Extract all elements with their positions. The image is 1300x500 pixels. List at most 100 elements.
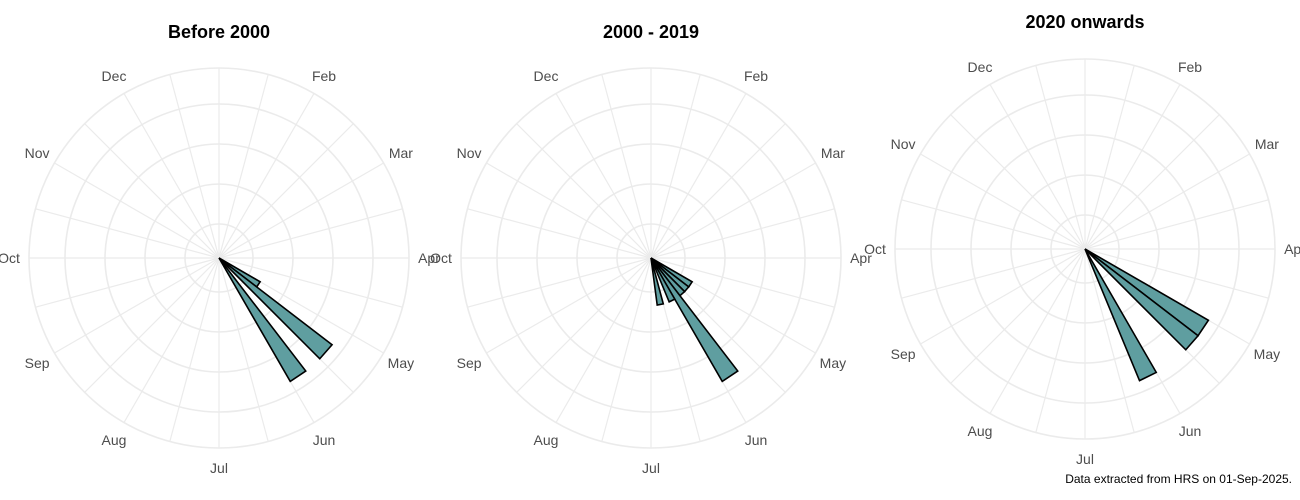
bar-may-4 [218,257,334,360]
grid-spoke [920,153,1086,250]
grid-spoke [123,93,220,259]
grid-spoke [650,257,835,308]
grid-spoke [169,74,220,259]
month-label-jul: Jul [1076,451,1094,467]
grid-ring [576,183,726,333]
grid-spoke [54,257,220,354]
bar-jun-3 [1084,248,1158,382]
grid-spoke [169,257,220,442]
grid-spoke [901,199,1086,250]
month-label-dec: Dec [102,68,127,84]
grid-spoke [218,93,315,259]
month-label-dec: Dec [534,68,559,84]
polar-panel-1: Feb Mar Apr May Jun Jul Aug Sep Oct Nov Dec Before … [0,22,440,476]
bar-jun-2 [650,257,739,383]
grid-spoke [1035,248,1086,433]
month-label-nov: Nov [457,145,482,161]
month-label-sep: Sep [891,346,916,362]
grid-spoke [1084,248,1135,433]
polar-panel-2: Feb Mar Apr May Jun Jul Aug Sep Oct Nov Dec 2000 - … [430,22,872,476]
month-label-aug: Aug [968,423,993,439]
grid-spoke [1084,248,1269,299]
grid-spoke [989,84,1086,250]
data-source-caption: Data extracted from HRS on 01-Sep-2025. [1065,472,1292,486]
grid-spoke [54,162,220,259]
grid-spoke [1084,65,1135,250]
grid-spoke [486,257,652,354]
grid-spoke [35,208,220,259]
grid-spoke [516,123,652,259]
grid-spoke [920,248,1086,345]
grid-spoke [218,123,354,259]
grid-spoke [218,257,269,442]
month-label-oct: Oct [430,250,452,266]
month-label-jul: Jul [210,460,228,476]
grid-ring [1050,214,1120,284]
grid-spoke [123,257,220,423]
grid-ring [930,94,1240,404]
month-label-feb: Feb [1178,59,1202,75]
grid-spoke [1084,114,1220,250]
month-label-mar: Mar [821,145,845,161]
grid-spoke [650,74,701,259]
grid-spoke [218,74,269,259]
grid-ring [536,143,766,373]
grid-spoke [35,257,220,308]
grid-spoke [218,208,403,259]
grid-spoke [1084,84,1181,250]
month-label-jul: Jul [642,460,660,476]
grid-spoke [1084,199,1269,250]
bar-jul-1 [650,257,665,307]
grid-ring [104,143,334,373]
grid-ring [460,67,842,449]
grid-spoke [601,257,652,442]
month-label-apr: Apr [850,250,872,266]
grid-spoke [555,93,652,259]
panel-title: 2020 onwards [1025,12,1144,32]
month-label-oct: Oct [864,241,886,257]
month-label-jun: Jun [313,432,336,448]
month-label-jun: Jun [1179,423,1202,439]
month-label-sep: Sep [457,355,482,371]
month-label-jun: Jun [745,432,768,448]
month-label-mar: Mar [389,145,413,161]
grid-spoke [650,208,835,259]
month-label-may: May [1254,346,1280,362]
grid-spoke [950,114,1086,250]
panel-title: Before 2000 [168,22,270,42]
grid-spoke [486,162,652,259]
grid-spoke [650,93,747,259]
grid-spoke [601,74,652,259]
bar-may-4 [1084,248,1200,351]
bar-jun-3 [650,257,676,303]
month-label-may: May [820,355,846,371]
month-label-apr: Apr [1284,241,1300,257]
grid-ring [28,67,410,449]
grid-spoke [467,208,652,259]
grid-spoke [950,248,1086,384]
grid-spoke [901,248,1086,299]
grid-ring [1010,174,1160,324]
month-label-oct: Oct [0,250,20,266]
grid-ring [616,223,686,293]
grid-spoke [555,257,652,423]
month-label-aug: Aug [102,432,127,448]
month-label-dec: Dec [968,59,993,75]
grid-spoke [84,257,220,393]
month-label-apr: Apr [418,250,440,266]
grid-spoke [1035,65,1086,250]
grid-ring [970,134,1200,364]
grid-ring [144,183,294,333]
grid-spoke [467,257,652,308]
month-label-sep: Sep [25,355,50,371]
grid-ring [894,58,1276,440]
bar-jun-2 [218,257,307,383]
grid-spoke [650,123,786,259]
month-label-feb: Feb [312,68,336,84]
grid-ring [184,223,254,293]
grid-spoke [650,162,816,259]
month-label-may: May [388,355,414,371]
month-label-nov: Nov [25,145,50,161]
grid-spoke [516,257,652,393]
